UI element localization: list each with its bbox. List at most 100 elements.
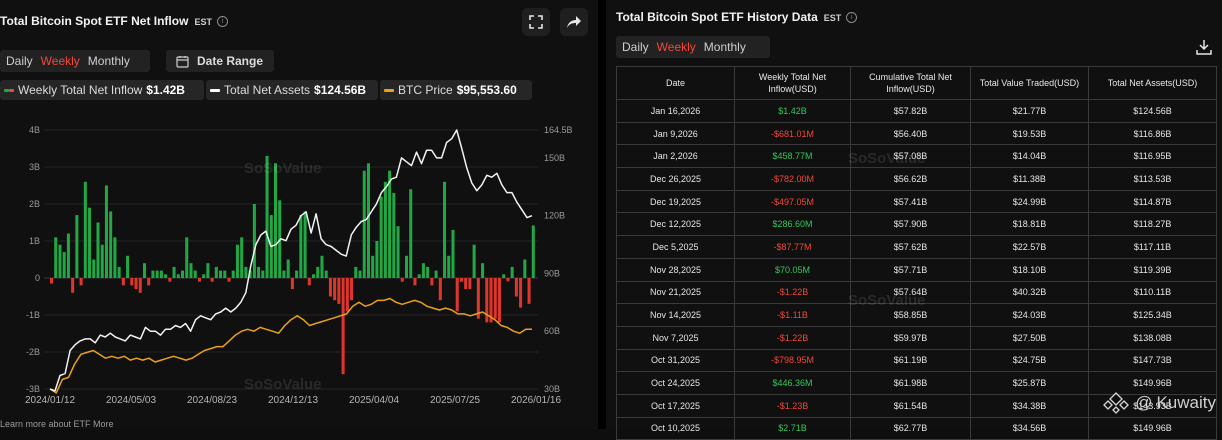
table-row[interactable]: Oct 10,2025 $2.71B $62.77B $34.56B $149.96B xyxy=(616,416,1217,440)
cumulative-inflow-cell: $57.62B xyxy=(850,235,971,259)
net-assets-cell: $147.73B xyxy=(1088,348,1217,373)
legend-inflow[interactable]: Weekly Total Net Inflow $1.42B xyxy=(0,80,204,100)
inflow-bar xyxy=(290,278,294,290)
history-title-row: Total Bitcoin Spot ETF History Data EST i xyxy=(616,10,858,24)
timezone-label: EST xyxy=(194,17,212,27)
value-traded-cell: $19.53B xyxy=(970,121,1089,146)
legend-label: Total Net Assets xyxy=(224,83,311,97)
inflow-bar xyxy=(88,207,92,278)
inflow-bar xyxy=(371,255,375,278)
tab-weekly[interactable]: Weekly xyxy=(40,54,80,68)
net-assets-cell: $125.34B xyxy=(1088,303,1217,327)
date-cell: Jan 16,2026 xyxy=(616,99,735,123)
y-right-tick-label: 120B xyxy=(544,211,565,221)
inflow-bar xyxy=(164,274,168,278)
x-tick-label: 2025/04/04 xyxy=(349,395,399,406)
inflow-bar xyxy=(273,163,278,278)
date-cell: Nov 28,2025 xyxy=(616,257,735,282)
inflow-bar xyxy=(485,278,489,323)
net-assets-cell: $110.11B xyxy=(1088,280,1217,305)
table-row[interactable]: Jan 9,2026 -$681.01M $56.40B $19.53B $116.86… xyxy=(616,121,1217,146)
inflow-bar xyxy=(66,233,70,278)
value-traded-cell: $34.56B xyxy=(970,416,1089,440)
inflow-bar xyxy=(379,196,383,278)
chart-title-row: Total Bitcoin Spot ETF Net Inflow EST i xyxy=(0,14,228,28)
tab-weekly[interactable]: Weekly xyxy=(656,40,696,54)
history-interval-tabs: Daily Weekly Monthly xyxy=(616,36,770,58)
table-row[interactable]: Dec 5,2025 -$87.77M $57.62B $22.57B $117.11B xyxy=(616,235,1217,259)
value-traded-cell: $18.10B xyxy=(970,257,1089,282)
download-icon[interactable] xyxy=(1196,39,1212,55)
weekly-inflow-cell: $70.05M xyxy=(734,257,851,282)
info-icon[interactable]: i xyxy=(216,16,228,28)
inflow-bar xyxy=(261,270,265,278)
column-header[interactable]: Date xyxy=(616,66,735,100)
inflow-bar xyxy=(159,270,163,278)
table-row[interactable]: Nov 21,2025 -$1.22B $57.64B $40.32B $110.11B xyxy=(616,280,1217,305)
legend-net-assets[interactable]: Total Net Assets $124.56B xyxy=(206,80,378,100)
share-button[interactable] xyxy=(560,8,588,36)
net-assets-cell: $149.96B xyxy=(1088,416,1217,440)
info-icon[interactable]: i xyxy=(846,12,858,24)
tab-monthly[interactable]: Monthly xyxy=(87,54,130,68)
inflow-bar xyxy=(227,278,231,282)
fullscreen-button[interactable] xyxy=(522,8,550,36)
inflow-bar xyxy=(79,278,83,286)
inflow-bar xyxy=(219,270,223,278)
inflow-bar xyxy=(282,270,286,278)
x-tick-label: 2024/12/13 xyxy=(268,395,318,406)
date-cell: Nov 21,2025 xyxy=(616,280,735,305)
brand-badge: @ Kuwaity xyxy=(1103,392,1216,414)
tab-daily[interactable]: Daily xyxy=(6,54,33,68)
table-row[interactable]: Dec 19,2025 -$497.05M $57.41B $24.99B $114.8… xyxy=(616,189,1217,214)
inflow-bar xyxy=(404,255,409,278)
table-row[interactable]: Nov 28,2025 $70.05M $57.71B $18.10B $119.39B xyxy=(616,257,1217,282)
cumulative-inflow-cell: $62.77B xyxy=(850,416,971,440)
legend-btc-price[interactable]: BTC Price $95,553.60 xyxy=(380,80,532,100)
inflow-chart[interactable]: 4B 3B 2B 1B 0 -1B -2B -3B 164.5B 150B 120B 90B 60B 30… xyxy=(0,110,598,422)
inflow-bar xyxy=(240,237,244,278)
table-row[interactable]: Oct 31,2025 -$798.95M $61.19B $24.75B $147.7… xyxy=(616,348,1217,373)
inflow-bar xyxy=(354,266,358,278)
brand-name: Kuwaity xyxy=(1156,393,1216,412)
inflow-bar xyxy=(244,266,248,278)
table-row[interactable]: Nov 7,2025 -$1.22B $59.97B $27.50B $138.08B xyxy=(616,325,1217,350)
inflow-bar xyxy=(409,189,413,278)
y-right-tick-label: 164.5B xyxy=(544,125,573,135)
table-row[interactable]: Oct 24,2025 $446.36M $61.98B $25.87B $149.96… xyxy=(616,371,1217,395)
footnote[interactable]: Learn more about ETF More xyxy=(0,419,114,429)
cumulative-inflow-cell: $61.54B xyxy=(850,393,971,418)
date-range-button[interactable]: Date Range xyxy=(166,50,274,72)
legend-swatch xyxy=(4,88,9,92)
inflow-bar xyxy=(481,263,485,278)
value-traded-cell: $18.81B xyxy=(970,212,1089,237)
weekly-inflow-cell: -$798.95M xyxy=(734,348,851,373)
chart-title: Total Bitcoin Spot ETF Net Inflow xyxy=(0,14,189,28)
column-header[interactable]: Total Net Assets(USD) xyxy=(1088,66,1217,100)
x-tick-label: 2024/05/03 xyxy=(106,395,156,406)
tab-daily[interactable]: Daily xyxy=(622,40,649,54)
column-header[interactable]: Weekly Total Net Inflow(USD) xyxy=(734,66,851,100)
inflow-bar xyxy=(438,278,442,301)
inflow-bar xyxy=(451,229,455,278)
table-row[interactable]: Dec 12,2025 $286.60M $57.90B $18.81B $118.27… xyxy=(616,212,1217,237)
inflow-bar xyxy=(312,274,316,278)
cumulative-inflow-cell: $57.82B xyxy=(850,99,971,123)
date-cell: Nov 14,2025 xyxy=(616,303,735,327)
legend-label: Weekly Total Net Inflow xyxy=(18,83,143,97)
weekly-inflow-cell: -$497.05M xyxy=(734,189,851,214)
table-row[interactable]: Jan 2,2026 $458.77M $57.08B $14.04B $116.95B xyxy=(616,144,1217,169)
column-header[interactable]: Cumulative Total Net Inflow(USD) xyxy=(850,66,971,100)
inflow-bar xyxy=(341,278,345,375)
weekly-inflow-cell: -$1.22B xyxy=(734,325,851,350)
tab-monthly[interactable]: Monthly xyxy=(703,40,746,54)
table-row[interactable]: Jan 16,2026 $1.42B $57.82B $21.77B $124.56B xyxy=(616,99,1217,123)
y-left-tick-label: 1B xyxy=(29,236,40,246)
inflow-bar xyxy=(426,266,430,278)
column-header[interactable]: Total Value Traded(USD) xyxy=(970,66,1089,100)
inflow-bar xyxy=(523,259,527,278)
inflow-bar xyxy=(252,204,256,278)
weekly-inflow-cell: $1.42B xyxy=(734,99,851,123)
table-row[interactable]: Dec 26,2025 -$782.00M $56.62B $11.38B $113.5… xyxy=(616,167,1217,191)
weekly-inflow-cell: $2.71B xyxy=(734,416,851,440)
